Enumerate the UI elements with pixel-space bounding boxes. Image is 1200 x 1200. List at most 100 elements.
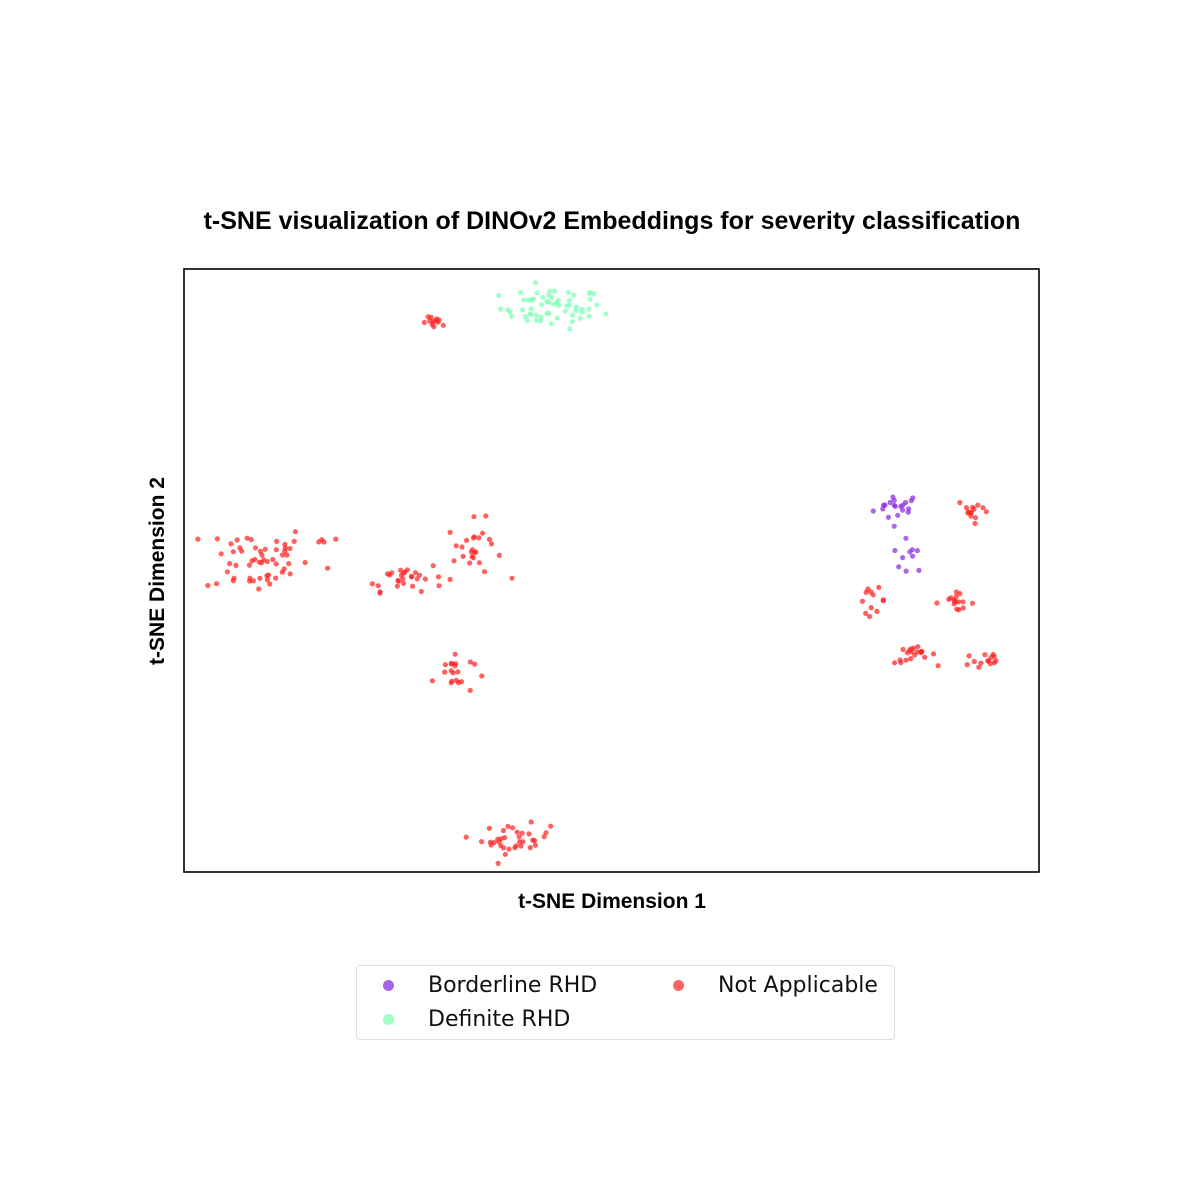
point-definite-rhd <box>579 309 586 315</box>
point-borderline-rhd <box>908 498 914 504</box>
point-not-applicable <box>518 843 524 849</box>
point-not-applicable <box>400 580 407 586</box>
point-borderline-rhd <box>903 568 909 574</box>
point-not-applicable <box>273 561 279 567</box>
point-not-applicable <box>249 558 255 564</box>
point-not-applicable <box>922 654 928 660</box>
point-definite-rhd <box>565 289 572 296</box>
point-not-applicable <box>868 605 874 611</box>
point-not-applicable <box>500 827 507 834</box>
point-not-applicable <box>976 664 982 670</box>
point-not-applicable <box>957 500 963 506</box>
point-not-applicable <box>486 536 493 543</box>
point-not-applicable <box>467 560 473 566</box>
point-borderline-rhd <box>885 514 892 520</box>
point-not-applicable <box>195 536 201 542</box>
point-borderline-rhd <box>870 508 876 514</box>
point-not-applicable <box>375 583 381 589</box>
point-not-applicable <box>541 834 547 840</box>
point-definite-rhd <box>587 296 593 302</box>
point-not-applicable <box>273 575 279 581</box>
point-not-applicable <box>930 651 937 657</box>
point-not-applicable <box>440 322 446 328</box>
point-not-applicable <box>471 514 477 520</box>
point-not-applicable <box>412 570 419 576</box>
point-not-applicable <box>377 590 383 596</box>
point-not-applicable <box>900 646 906 653</box>
point-not-applicable <box>463 834 469 840</box>
point-not-applicable <box>409 574 415 580</box>
point-not-applicable <box>248 537 254 543</box>
legend-label-definite-rhd: Definite RHD <box>428 1006 571 1032</box>
point-not-applicable <box>264 577 270 583</box>
point-not-applicable <box>421 319 427 326</box>
point-not-applicable <box>526 831 532 837</box>
point-definite-rhd <box>498 306 504 312</box>
point-not-applicable <box>509 825 516 831</box>
point-not-applicable <box>230 578 236 584</box>
point-not-applicable <box>548 823 554 829</box>
point-not-applicable <box>264 558 270 565</box>
point-not-applicable <box>964 662 970 668</box>
point-definite-rhd <box>550 301 556 307</box>
point-definite-rhd <box>555 297 561 304</box>
point-not-applicable <box>874 608 880 615</box>
point-not-applicable <box>436 583 442 589</box>
legend-marker-borderline-rhd <box>383 979 394 991</box>
point-not-applicable <box>451 558 457 564</box>
point-not-applicable <box>903 657 909 663</box>
point-not-applicable <box>287 571 293 577</box>
point-not-applicable <box>528 819 534 825</box>
point-not-applicable <box>267 581 273 587</box>
point-not-applicable <box>284 552 290 558</box>
point-definite-rhd <box>546 310 552 316</box>
point-not-applicable <box>205 582 211 589</box>
point-not-applicable <box>422 576 428 582</box>
point-not-applicable <box>319 537 325 543</box>
point-not-applicable <box>467 687 473 694</box>
point-not-applicable <box>459 544 465 550</box>
point-not-applicable <box>448 668 454 674</box>
point-not-applicable <box>509 575 515 581</box>
point-not-applicable <box>214 536 220 542</box>
point-not-applicable <box>915 644 921 650</box>
point-not-applicable <box>453 677 459 684</box>
point-not-applicable <box>418 588 424 595</box>
point-not-applicable <box>252 545 259 551</box>
point-not-applicable <box>505 823 511 830</box>
point-not-applicable <box>476 535 482 541</box>
point-definite-rhd <box>538 318 544 324</box>
point-not-applicable <box>897 657 903 663</box>
point-definite-rhd <box>518 290 524 296</box>
point-not-applicable <box>286 561 292 567</box>
point-not-applicable <box>957 591 963 597</box>
point-not-applicable <box>865 586 871 592</box>
point-not-applicable <box>495 860 501 867</box>
point-not-applicable <box>265 572 272 578</box>
point-not-applicable <box>333 536 339 542</box>
point-borderline-rhd <box>903 535 909 541</box>
point-not-applicable <box>389 570 395 576</box>
point-definite-rhd <box>548 321 554 327</box>
point-definite-rhd <box>524 318 531 324</box>
point-not-applicable <box>876 584 882 591</box>
point-not-applicable <box>453 543 459 549</box>
point-not-applicable <box>282 548 288 554</box>
point-definite-rhd <box>586 306 592 312</box>
point-not-applicable <box>956 607 962 613</box>
point-not-applicable <box>892 660 898 666</box>
point-not-applicable <box>982 652 988 658</box>
point-not-applicable <box>218 551 224 557</box>
x-axis-label: t-SNE Dimension 1 <box>518 890 706 913</box>
point-not-applicable <box>496 552 502 559</box>
point-not-applicable <box>239 548 245 554</box>
point-not-applicable <box>486 825 492 831</box>
legend-item-definite-rhd: Definite RHD <box>383 1004 570 1034</box>
point-not-applicable <box>481 569 488 575</box>
point-borderline-rhd <box>880 506 886 512</box>
point-not-applicable <box>980 505 986 511</box>
point-not-applicable <box>919 648 925 654</box>
point-definite-rhd <box>551 288 558 294</box>
point-not-applicable <box>470 555 476 561</box>
